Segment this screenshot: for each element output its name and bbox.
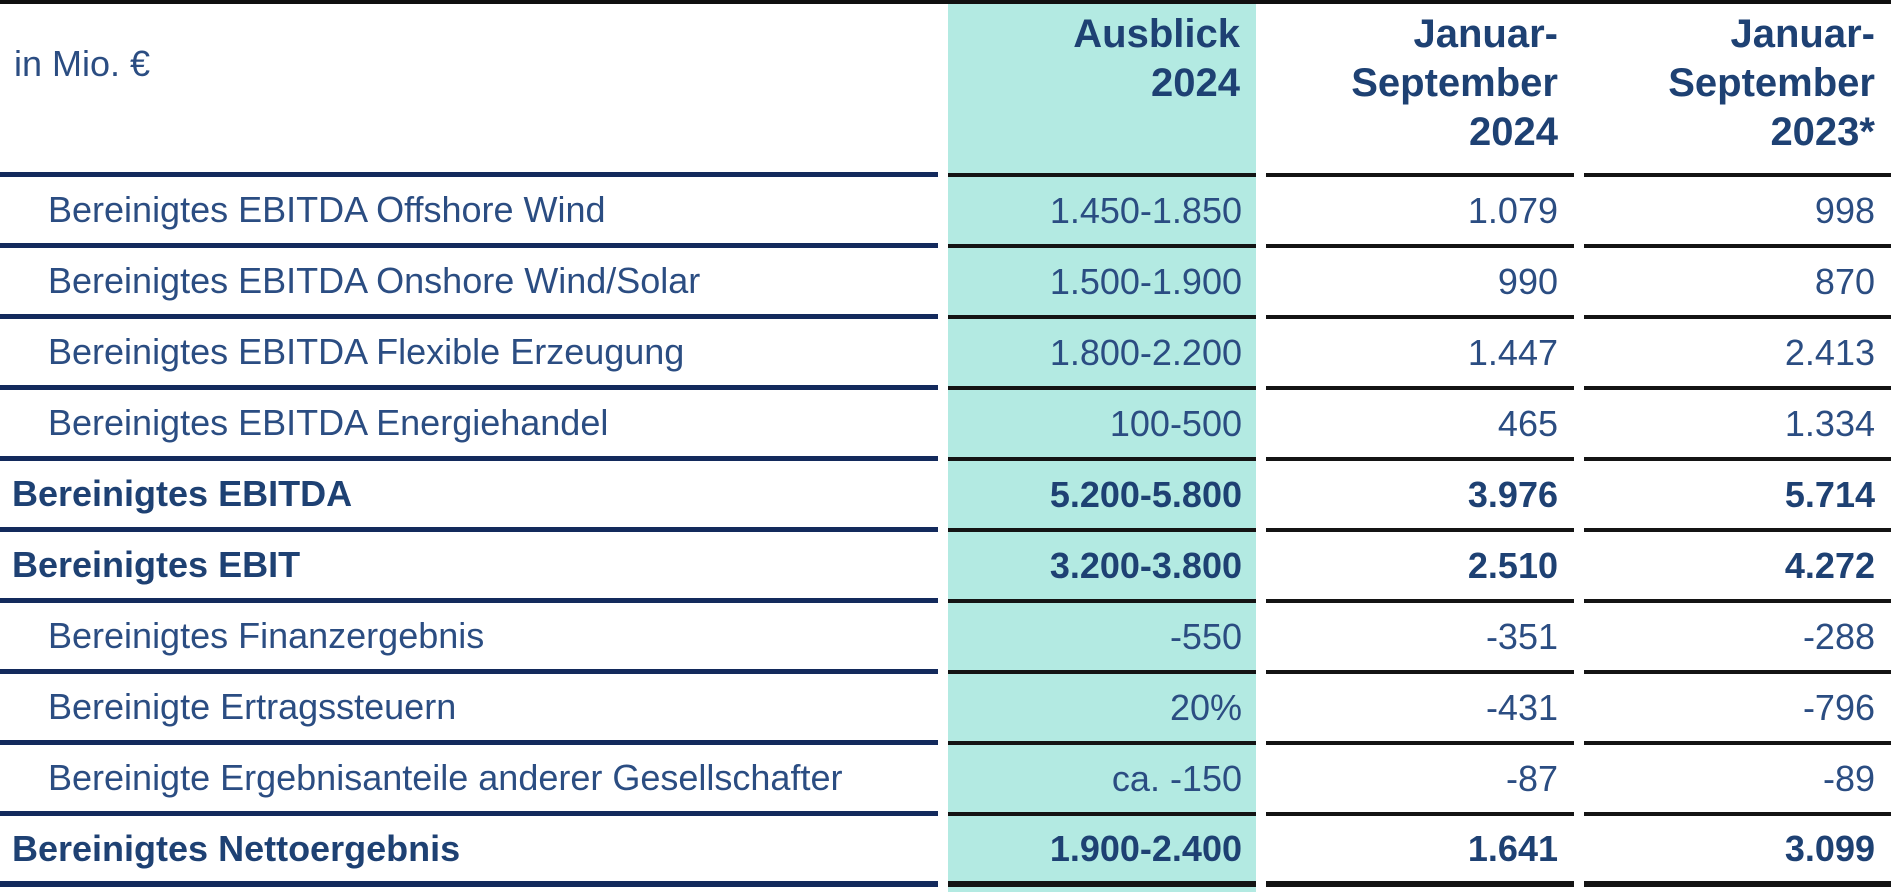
jan-sep-2023-value: 5.714 [1584,461,1891,532]
jan-sep-2024-value: 465 [1266,390,1574,461]
column-header-outlook-2024: Ausblick 2024 [948,4,1256,177]
jan-sep-2024-value: 1.447 [1266,319,1574,390]
jan-sep-2024-value: 990 [1266,248,1574,319]
jan-sep-2024-value: -351 [1266,603,1574,674]
row-label: Bereinigte Ergebnisanteile anderer Gesel… [0,745,938,816]
jan-sep-2024-value: -87 [1266,745,1574,816]
jan-sep-2023-value: 998 [1584,177,1891,248]
jan-sep-2023-value: 870 [1584,248,1891,319]
table-row-ebitda-onshore-wind-solar: Bereinigtes EBITDA Onshore Wind/Solar 1.… [0,248,1891,319]
jan-sep-2024-value: 1.641 [1266,816,1574,887]
jan-sep-2023-value: -288 [1584,603,1891,674]
outlook-value: 1.500-1.900 [948,248,1256,319]
outlook-value: ca. -150 [948,745,1256,816]
row-label: Bereinigtes Nettoergebnis [0,816,938,887]
outlook-value: -550 [948,603,1256,674]
table-row-ebit-total: Bereinigtes EBIT 3.200-3.800 2.510 4.272 [0,532,1891,603]
financial-table: in Mio. € Ausblick 2024 Januar-September… [0,4,1891,887]
row-label: Bereinigtes Finanzergebnis [0,603,938,674]
unit-label: in Mio. € [0,4,938,177]
jan-sep-2023-value: 1.334 [1584,390,1891,461]
outlook-value: 1.450-1.850 [948,177,1256,248]
jan-sep-2023-value: -89 [1584,745,1891,816]
row-label: Bereinigtes EBITDA Energiehandel [0,390,938,461]
jan-sep-2024-value: -431 [1266,674,1574,745]
outlook-value: 1.900-2.400 [948,816,1256,887]
jan-sep-2024-value: 3.976 [1266,461,1574,532]
table-row-ebitda-total: Bereinigtes EBITDA 5.200-5.800 3.976 5.7… [0,461,1891,532]
outlook-value: 100-500 [948,390,1256,461]
outlook-value: 1.800-2.200 [948,319,1256,390]
row-label: Bereinigtes EBITDA Offshore Wind [0,177,938,248]
row-label: Bereinigtes EBITDA Onshore Wind/Solar [0,248,938,319]
row-label: Bereinigte Ertragssteuern [0,674,938,745]
jan-sep-2024-value: 1.079 [1266,177,1574,248]
row-label: Bereinigtes EBITDA Flexible Erzeugung [0,319,938,390]
jan-sep-2024-value: 2.510 [1266,532,1574,603]
jan-sep-2023-value: -796 [1584,674,1891,745]
jan-sep-2023-value: 4.272 [1584,532,1891,603]
row-label: Bereinigtes EBITDA [0,461,938,532]
table-row-ergebnisanteile: Bereinigte Ergebnisanteile anderer Gesel… [0,745,1891,816]
column-header-jan-sep-2023: Januar-September 2023* [1584,4,1891,177]
outlook-value: 20% [948,674,1256,745]
table-row-nettoergebnis: Bereinigtes Nettoergebnis 1.900-2.400 1.… [0,816,1891,887]
table-top-rule [0,0,1891,4]
outlook-value: 3.200-3.800 [948,532,1256,603]
table-row-ertragssteuern: Bereinigte Ertragssteuern 20% -431 -796 [0,674,1891,745]
table-row-ebitda-flexible-erzeugung: Bereinigtes EBITDA Flexible Erzeugung 1.… [0,319,1891,390]
jan-sep-2023-value: 2.413 [1584,319,1891,390]
table-header-row: in Mio. € Ausblick 2024 Januar-September… [0,4,1891,177]
jan-sep-2023-value: 3.099 [1584,816,1891,887]
table-row-ebitda-offshore-wind: Bereinigtes EBITDA Offshore Wind 1.450-1… [0,177,1891,248]
row-label: Bereinigtes EBIT [0,532,938,603]
table-row-finanzergebnis: Bereinigtes Finanzergebnis -550 -351 -28… [0,603,1891,674]
outlook-value: 5.200-5.800 [948,461,1256,532]
column-header-jan-sep-2024: Januar-September 2024 [1266,4,1574,177]
table-row-ebitda-energiehandel: Bereinigtes EBITDA Energiehandel 100-500… [0,390,1891,461]
